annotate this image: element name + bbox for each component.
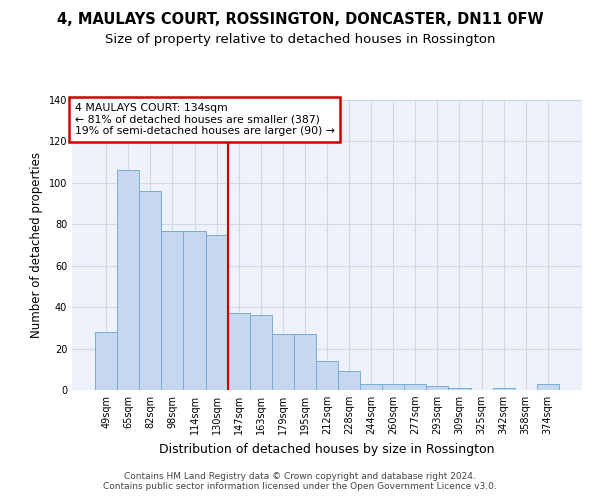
Bar (338, 372, 360, 390)
Bar (382, 384, 404, 390)
Bar (139, 191, 161, 390)
Bar (250, 316, 272, 390)
Bar (161, 230, 184, 390)
Bar (493, 388, 515, 390)
X-axis label: Distribution of detached houses by size in Rossington: Distribution of detached houses by size … (159, 442, 495, 456)
Bar (117, 170, 139, 390)
Bar (360, 384, 382, 390)
Bar (537, 384, 559, 390)
Bar (95, 332, 117, 390)
Text: Contains public sector information licensed under the Open Government Licence v3: Contains public sector information licen… (103, 482, 497, 491)
Bar (427, 386, 448, 390)
Text: 4, MAULAYS COURT, ROSSINGTON, DONCASTER, DN11 0FW: 4, MAULAYS COURT, ROSSINGTON, DONCASTER,… (56, 12, 544, 28)
Bar (448, 388, 470, 390)
Y-axis label: Number of detached properties: Number of detached properties (30, 152, 43, 338)
Bar (316, 361, 338, 390)
Text: 4 MAULAYS COURT: 134sqm
← 81% of detached houses are smaller (387)
19% of semi-d: 4 MAULAYS COURT: 134sqm ← 81% of detache… (74, 103, 335, 136)
Bar (206, 234, 227, 390)
Text: Size of property relative to detached houses in Rossington: Size of property relative to detached ho… (105, 32, 495, 46)
Bar (294, 334, 316, 390)
Bar (184, 230, 206, 390)
Bar (227, 314, 250, 390)
Bar (272, 334, 294, 390)
Text: Contains HM Land Registry data © Crown copyright and database right 2024.: Contains HM Land Registry data © Crown c… (124, 472, 476, 481)
Bar (404, 384, 427, 390)
